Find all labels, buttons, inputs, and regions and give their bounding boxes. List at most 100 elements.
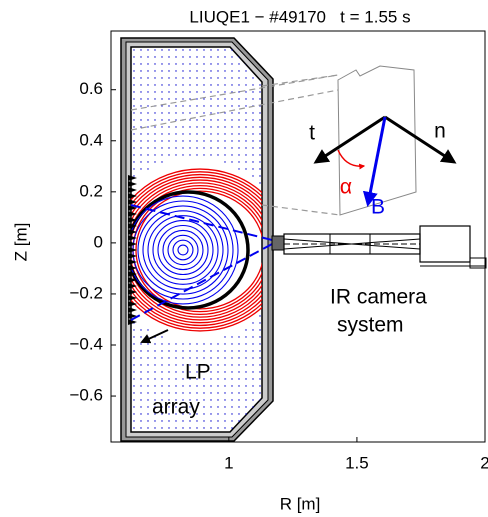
grid-point xyxy=(147,413,149,415)
grid-points xyxy=(133,49,261,429)
grid-point xyxy=(161,343,163,345)
grid-point xyxy=(161,119,163,121)
grid-point xyxy=(231,343,233,345)
lp-array xyxy=(128,175,137,325)
grid-point xyxy=(210,147,212,149)
grid-point xyxy=(161,336,163,338)
grid-point xyxy=(203,140,205,142)
grid-point xyxy=(168,378,170,380)
x-tick-label: 1.5 xyxy=(345,453,369,472)
grid-point xyxy=(224,336,226,338)
probe xyxy=(128,217,137,223)
grid-point xyxy=(133,385,135,387)
grid-point xyxy=(182,126,184,128)
grid-point xyxy=(189,371,191,373)
grid-point xyxy=(224,63,226,65)
grid-point xyxy=(245,378,247,380)
grid-point xyxy=(224,126,226,128)
grid-point xyxy=(231,413,233,415)
y-tick-label: 0.4 xyxy=(79,130,103,149)
grid-point xyxy=(161,91,163,93)
grid-point xyxy=(147,147,149,149)
grid-point xyxy=(210,420,212,422)
grid-point xyxy=(182,364,184,366)
grid-point xyxy=(224,406,226,408)
grid-point xyxy=(161,63,163,65)
grid-point xyxy=(238,378,240,380)
grid-point xyxy=(168,49,170,51)
grid-point xyxy=(154,112,156,114)
grid-point xyxy=(189,364,191,366)
grid-point xyxy=(133,420,135,422)
grid-point xyxy=(140,119,142,121)
grid-point xyxy=(133,175,135,177)
axes: 1 1.5 2 −0.6 −0.4 −0.2 0 0.2 0.4 0.6 xyxy=(69,30,488,472)
grid-point xyxy=(140,378,142,380)
grid-point xyxy=(189,133,191,135)
grid-point xyxy=(196,70,198,72)
grid-point xyxy=(182,84,184,86)
grid-point xyxy=(238,133,240,135)
grid-point xyxy=(224,84,226,86)
tile-inset xyxy=(313,65,457,216)
grid-point xyxy=(245,133,247,135)
grid-point xyxy=(224,98,226,100)
grid-point xyxy=(238,350,240,352)
probe xyxy=(128,247,137,253)
annotation: n xyxy=(434,120,446,143)
x-tick-label: 2 xyxy=(480,453,488,472)
grid-point xyxy=(147,336,149,338)
grid-point xyxy=(245,399,247,401)
grid-point xyxy=(231,63,233,65)
grid-point xyxy=(210,140,212,142)
grid-point xyxy=(203,420,205,422)
grid-point xyxy=(231,371,233,373)
grid-point xyxy=(182,350,184,352)
grid-point xyxy=(259,364,261,366)
grid-point xyxy=(154,56,156,58)
grid-point xyxy=(161,98,163,100)
grid-point xyxy=(133,161,135,163)
grid-point xyxy=(203,147,205,149)
grid-point xyxy=(168,91,170,93)
grid-point xyxy=(168,105,170,107)
probe xyxy=(128,259,137,265)
grid-point xyxy=(175,147,177,149)
grid-point xyxy=(252,322,254,324)
grid-point xyxy=(189,126,191,128)
grid-point xyxy=(245,105,247,107)
grid-point xyxy=(168,371,170,373)
grid-point xyxy=(252,427,254,429)
grid-point xyxy=(203,98,205,100)
grid-point xyxy=(168,357,170,359)
grid-point xyxy=(168,119,170,121)
grid-point xyxy=(210,77,212,79)
grid-point xyxy=(238,126,240,128)
grid-point xyxy=(133,406,135,408)
grid-point xyxy=(147,98,149,100)
grid-point xyxy=(182,91,184,93)
grid-point xyxy=(252,147,254,149)
grid-point xyxy=(182,371,184,373)
grid-point xyxy=(259,357,261,359)
grid-point xyxy=(196,399,198,401)
sol-contour xyxy=(131,184,262,316)
grid-point xyxy=(161,147,163,149)
grid-point xyxy=(238,420,240,422)
grid-point xyxy=(231,378,233,380)
sol-contour xyxy=(131,179,262,321)
grid-point xyxy=(245,392,247,394)
grid-point xyxy=(217,350,219,352)
grid-point xyxy=(133,329,135,331)
grid-point xyxy=(224,371,226,373)
grid-point xyxy=(203,427,205,429)
sol-contour xyxy=(131,171,262,329)
grid-point xyxy=(189,413,191,415)
grid-point xyxy=(238,161,240,163)
grid-point xyxy=(154,98,156,100)
grid-point xyxy=(259,98,261,100)
y-tick-label: −0.2 xyxy=(69,283,103,302)
grid-point xyxy=(154,385,156,387)
grid-point xyxy=(147,350,149,352)
grid-point xyxy=(161,406,163,408)
